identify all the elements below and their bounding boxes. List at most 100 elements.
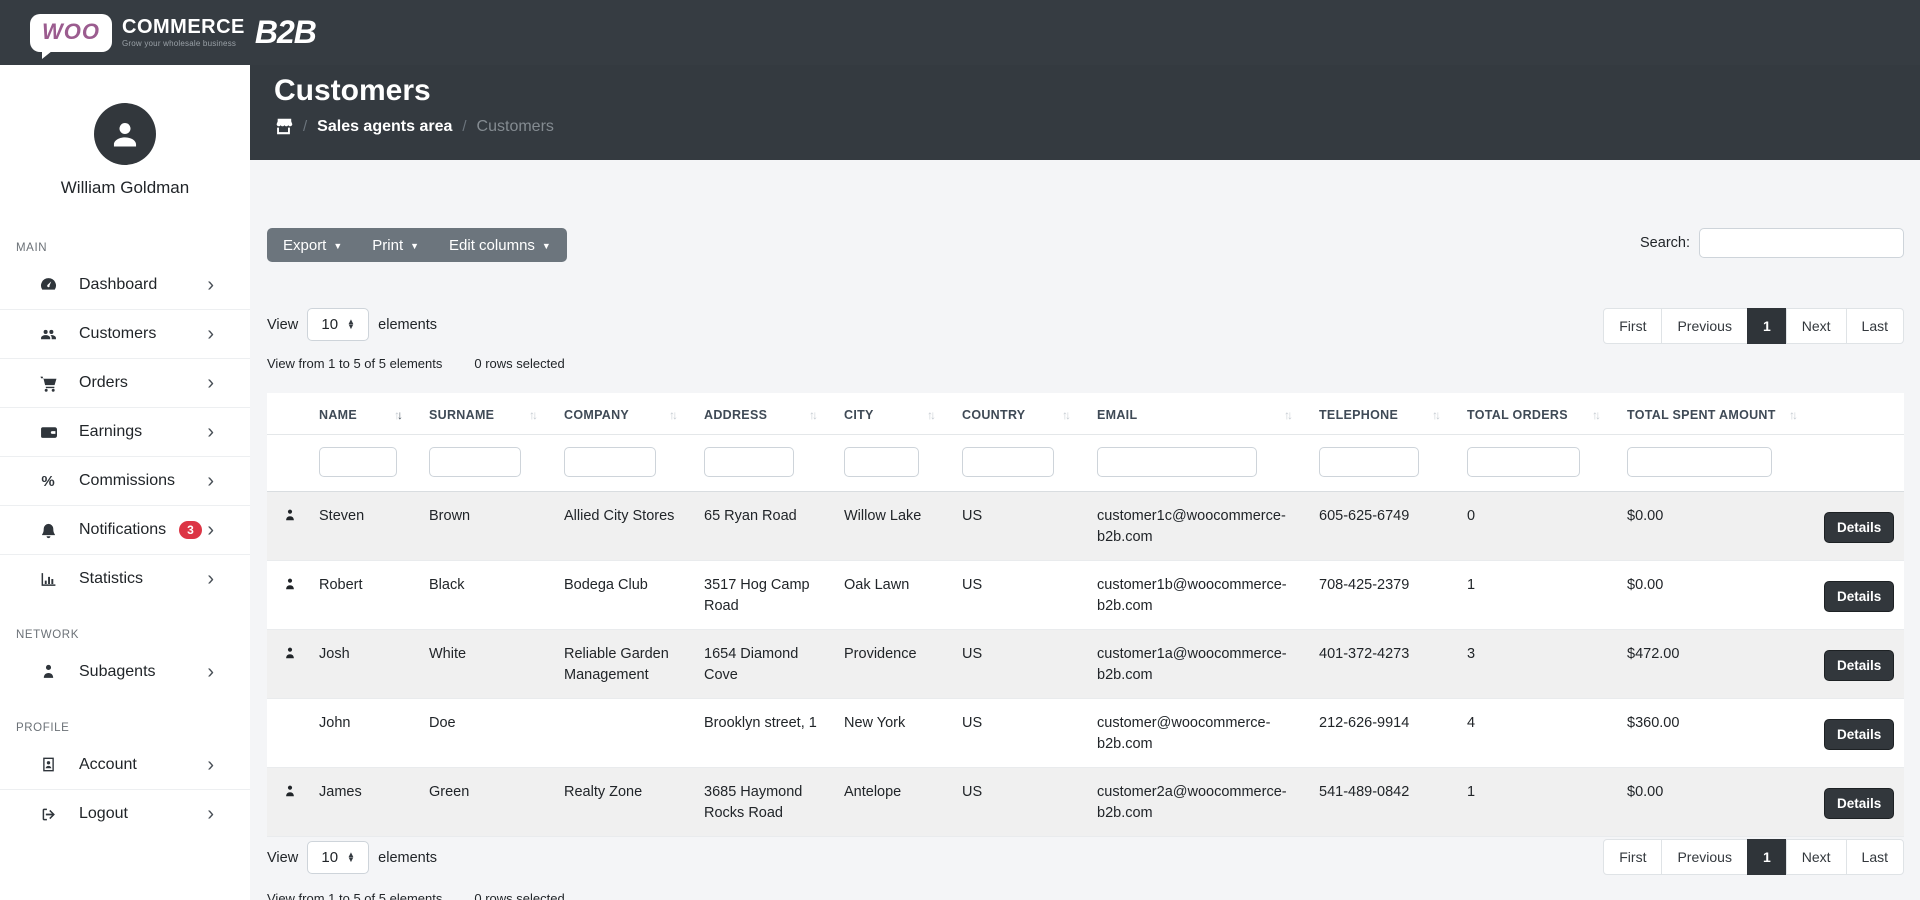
filter-address-input[interactable] bbox=[704, 447, 794, 477]
column-filter-row bbox=[267, 434, 1904, 492]
cell-name: Josh bbox=[303, 629, 413, 700]
cell-company: Reliable Garden Management bbox=[548, 629, 688, 700]
brand-commerce-text: COMMERCE bbox=[122, 16, 245, 38]
sidebar-item-account[interactable]: Account › bbox=[0, 740, 250, 789]
pagination-page-1[interactable]: 1 bbox=[1746, 839, 1787, 875]
section-label-profile: PROFILE bbox=[16, 722, 70, 734]
table-row[interactable]: Josh White Reliable Garden Management 16… bbox=[267, 629, 1904, 700]
cell-address: 3685 Haymond Rocks Road bbox=[688, 767, 828, 838]
filter-name-input[interactable] bbox=[319, 447, 397, 477]
details-button[interactable]: Details bbox=[1824, 580, 1895, 612]
cell-total-spent: $0.00 bbox=[1611, 767, 1808, 838]
sort-icon: ↑↓ bbox=[394, 408, 403, 422]
pagination-first[interactable]: First bbox=[1603, 308, 1663, 344]
sort-icon: ↑↓ bbox=[927, 408, 936, 422]
search-input[interactable] bbox=[1699, 228, 1904, 258]
page-length-select[interactable]: 10 ▲ ▼ bbox=[307, 841, 370, 874]
wallet-icon bbox=[38, 424, 58, 441]
cell-name: John bbox=[303, 698, 413, 769]
filter-total-orders-input[interactable] bbox=[1467, 447, 1580, 477]
logout-icon bbox=[38, 806, 58, 823]
sidebar-item-customers[interactable]: Customers › bbox=[0, 309, 250, 358]
filter-country-input[interactable] bbox=[962, 447, 1054, 477]
details-button[interactable]: Details bbox=[1824, 511, 1895, 543]
pagination-bottom: First Previous 1 Next Last bbox=[1603, 839, 1904, 875]
column-header-telephone[interactable]: TELEPHONE ↑↓ bbox=[1303, 393, 1451, 435]
cell-city: Oak Lawn bbox=[828, 560, 946, 631]
chevron-right-icon: › bbox=[207, 519, 214, 541]
cell-email: customer2a@woocommerce-b2b.com bbox=[1081, 767, 1303, 838]
column-header-address[interactable]: ADDRESS ↑↓ bbox=[688, 393, 828, 435]
pagination-previous[interactable]: Previous bbox=[1661, 839, 1748, 875]
percent-icon: % bbox=[41, 472, 55, 490]
column-header-company[interactable]: COMPANY ↑↓ bbox=[548, 393, 688, 435]
breadcrumb-sales-agents-area[interactable]: Sales agents area bbox=[317, 117, 453, 135]
chevron-right-icon: › bbox=[207, 660, 214, 683]
pagination-page-1[interactable]: 1 bbox=[1746, 308, 1787, 344]
filter-surname-input[interactable] bbox=[429, 447, 521, 477]
account-icon bbox=[38, 756, 58, 773]
print-button[interactable]: Print ▼ bbox=[372, 236, 420, 254]
column-header-name[interactable]: NAME ↑↓ bbox=[303, 393, 413, 435]
cell-total-orders: 3 bbox=[1451, 629, 1611, 700]
column-header-icon bbox=[267, 393, 303, 435]
details-button[interactable]: Details bbox=[1824, 649, 1895, 681]
cell-total-spent: $360.00 bbox=[1611, 698, 1808, 769]
caret-down-icon: ▼ bbox=[541, 240, 551, 251]
column-header-city[interactable]: CITY ↑↓ bbox=[828, 393, 946, 435]
cell-total-spent: $0.00 bbox=[1611, 560, 1808, 631]
filter-telephone-input[interactable] bbox=[1319, 447, 1419, 477]
sidebar-item-commissions[interactable]: % Commissions › bbox=[0, 456, 250, 505]
table-row[interactable]: James Green Realty Zone 3685 Haymond Roc… bbox=[267, 767, 1904, 838]
customer-type-icon bbox=[267, 491, 303, 562]
pagination-previous[interactable]: Previous bbox=[1661, 308, 1748, 344]
sidebar-item-notifications[interactable]: Notifications 3 › bbox=[0, 505, 250, 554]
cell-company: Allied City Stores bbox=[548, 491, 688, 562]
sidebar-item-statistics[interactable]: Statistics › bbox=[0, 554, 250, 603]
column-header-total-orders[interactable]: TOTAL ORDERS ↑↓ bbox=[1451, 393, 1611, 435]
pagination-first[interactable]: First bbox=[1603, 839, 1663, 875]
sort-icon: ↑↓ bbox=[1432, 408, 1441, 422]
page-length-select[interactable]: 10 ▲ ▼ bbox=[307, 308, 370, 341]
filter-total-spent-input[interactable] bbox=[1627, 447, 1772, 477]
column-header-surname[interactable]: SURNAME ↑↓ bbox=[413, 393, 548, 435]
export-button[interactable]: Export ▼ bbox=[283, 236, 343, 254]
filter-city-input[interactable] bbox=[844, 447, 919, 477]
filter-company-input[interactable] bbox=[564, 447, 656, 477]
table-row[interactable]: Robert Black Bodega Club 3517 Hog Camp R… bbox=[267, 560, 1904, 631]
cell-surname: Green bbox=[413, 767, 548, 838]
sort-icon: ↑↓ bbox=[529, 408, 538, 422]
cell-city: New York bbox=[828, 698, 946, 769]
chart-icon bbox=[38, 571, 58, 588]
table-row[interactable]: John Doe Brooklyn street, 1 New York US … bbox=[267, 698, 1904, 769]
details-button[interactable]: Details bbox=[1824, 718, 1895, 750]
pagination-last[interactable]: Last bbox=[1845, 839, 1904, 875]
cell-country: US bbox=[946, 698, 1081, 769]
details-button[interactable]: Details bbox=[1824, 787, 1895, 819]
customers-table: NAME ↑↓ SURNAME ↑↓ COMPANY ↑↓ ADDRESS ↑↓ CIT… bbox=[267, 393, 1904, 838]
column-header-details bbox=[1808, 393, 1904, 435]
column-header-country[interactable]: COUNTRY ↑↓ bbox=[946, 393, 1081, 435]
page-length-control-top: View 10 ▲ ▼ elements bbox=[267, 308, 437, 341]
sidebar: William Goldman MAIN Dashboard › Custome… bbox=[0, 65, 250, 900]
pagination-next[interactable]: Next bbox=[1785, 308, 1847, 344]
chevron-right-icon: › bbox=[207, 803, 214, 825]
edit-columns-button[interactable]: Edit columns ▼ bbox=[449, 236, 551, 254]
notifications-count-badge: 3 bbox=[179, 521, 202, 539]
sidebar-item-orders[interactable]: Orders › bbox=[0, 358, 250, 407]
sidebar-item-subagents[interactable]: Subagents › bbox=[0, 647, 250, 696]
search-label: Search: bbox=[1640, 235, 1690, 251]
sidebar-item-dashboard[interactable]: Dashboard › bbox=[0, 260, 250, 309]
table-row[interactable]: Steven Brown Allied City Stores 65 Ryan … bbox=[267, 491, 1904, 562]
column-header-email[interactable]: EMAIL ↑↓ bbox=[1081, 393, 1303, 435]
cell-address: 3517 Hog Camp Road bbox=[688, 560, 828, 631]
cell-country: US bbox=[946, 629, 1081, 700]
sidebar-item-logout[interactable]: Logout › bbox=[0, 789, 250, 838]
column-header-total-spent[interactable]: TOTAL SPENT AMOUNT ↑↓ bbox=[1611, 393, 1808, 435]
sidebar-item-earnings[interactable]: Earnings › bbox=[0, 407, 250, 456]
pagination-next[interactable]: Next bbox=[1785, 839, 1847, 875]
pagination-last[interactable]: Last bbox=[1845, 308, 1904, 344]
filter-email-input[interactable] bbox=[1097, 447, 1257, 477]
pagination-top: First Previous 1 Next Last bbox=[1603, 308, 1904, 344]
elements-label: elements bbox=[378, 316, 438, 333]
